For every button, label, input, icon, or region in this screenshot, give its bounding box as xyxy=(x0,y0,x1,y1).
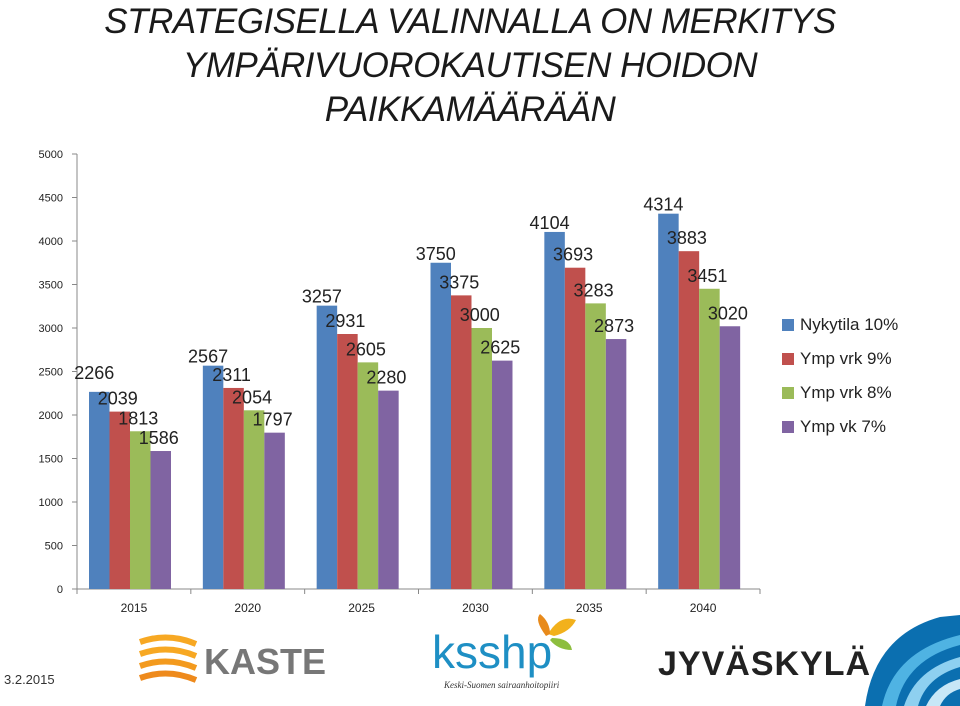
y-tick-label: 3000 xyxy=(39,323,63,335)
bar-2030-series-4 xyxy=(492,360,513,589)
bar-2015-series-1 xyxy=(89,391,110,589)
bar-2040-series-3 xyxy=(699,288,720,589)
bar-2025-series-1 xyxy=(316,305,338,589)
x-tick-label: 2020 xyxy=(234,601,261,615)
data-label: 2311 xyxy=(212,365,251,385)
x-tick-label: 2040 xyxy=(690,601,717,615)
bar-2025-series-2 xyxy=(337,334,358,589)
jyvaskyla-emblem-icon xyxy=(865,615,960,706)
data-label: 2873 xyxy=(594,316,634,336)
bar-2035-series-2 xyxy=(564,267,586,589)
slide-title: STRATEGISELLA VALINNALLA ON MERKITYS YMP… xyxy=(0,0,940,132)
bar-2015-series-2 xyxy=(109,411,130,589)
kaste-wave-icon xyxy=(138,634,198,683)
data-label: 2054 xyxy=(232,387,272,407)
y-tick-label: 2500 xyxy=(39,367,63,379)
ksshp-logo-subtitle: Keski-Suomen sairaanhoitopiiri xyxy=(443,680,560,690)
legend-swatch xyxy=(782,353,794,365)
bar-2020-series-2 xyxy=(223,387,244,589)
bar-2030-series-2 xyxy=(451,295,472,589)
bar-2020-series-3 xyxy=(243,410,265,589)
y-tick-label: 1000 xyxy=(39,497,63,509)
data-label: 3283 xyxy=(574,280,614,300)
x-tick-label: 2015 xyxy=(121,601,148,615)
title-line-3: PAIKKAMÄÄRÄÄN xyxy=(324,90,616,129)
bar-chart: 0 500 1000 1500 2000 2500 3000 3500 4000 4500 5000… xyxy=(39,149,899,615)
bar-2035-series-4 xyxy=(605,339,627,589)
data-label: 4104 xyxy=(530,213,570,233)
bar-2025-series-3 xyxy=(357,362,379,589)
data-label: 2567 xyxy=(188,347,228,367)
legend-label: Nykytila 10% xyxy=(800,315,898,334)
data-label: 3693 xyxy=(553,245,593,265)
bar-2030-series-1 xyxy=(430,262,451,589)
legend-label: Ymp vk 7% xyxy=(800,417,886,436)
bar-2040-series-1 xyxy=(658,213,679,589)
data-label: 2931 xyxy=(325,311,365,331)
y-tick-label: 500 xyxy=(45,541,63,553)
slide-date: 3.2.2015 xyxy=(4,672,55,687)
data-label: 3257 xyxy=(302,287,342,307)
bar-2030-series-3 xyxy=(471,328,492,589)
data-label: 1797 xyxy=(253,410,293,430)
legend-swatch xyxy=(782,319,794,331)
y-tick-label: 0 xyxy=(57,584,63,596)
y-tick-label: 2000 xyxy=(39,410,63,422)
data-label: 2266 xyxy=(74,363,114,383)
bar-2035-series-3 xyxy=(585,303,606,589)
bar-2020-series-1 xyxy=(202,365,224,589)
ksshp-logo-text: ksshp xyxy=(432,626,552,678)
x-tick-label: 2030 xyxy=(462,601,489,615)
bar-2015-series-3 xyxy=(130,431,151,589)
data-label: 1586 xyxy=(139,428,179,448)
kaste-logo-text: KASTE xyxy=(204,641,326,682)
data-label: 2625 xyxy=(480,338,520,358)
data-label: 3020 xyxy=(708,303,748,323)
bar-2015-series-4 xyxy=(150,451,171,589)
bar-2040-series-2 xyxy=(678,251,700,589)
legend-label: Ymp vrk 8% xyxy=(800,383,892,402)
jyvaskyla-logo-text: JYVÄSKYLÄ xyxy=(658,645,871,683)
title-line-1: STRATEGISELLA VALINNALLA ON MERKITYS xyxy=(104,2,836,41)
bar-2020-series-4 xyxy=(264,432,285,589)
data-label: 1813 xyxy=(118,408,158,428)
y-tick-label: 4000 xyxy=(39,236,63,248)
y-tick-label: 3500 xyxy=(39,280,63,292)
data-label: 2605 xyxy=(346,339,386,359)
data-label: 3750 xyxy=(416,244,456,264)
bar-2035-series-1 xyxy=(544,231,565,589)
legend-swatch xyxy=(782,387,794,399)
kaste-logo: KASTE xyxy=(138,634,326,683)
bar-2040-series-4 xyxy=(719,326,741,589)
bar-2025-series-4 xyxy=(378,390,399,589)
y-tick-label: 1500 xyxy=(39,454,63,466)
legend-label: Ymp vrk 9% xyxy=(800,349,892,368)
title-line-2: YMPÄRIVUOROKAUTISEN HOIDON xyxy=(182,46,758,85)
data-label: 3883 xyxy=(667,228,707,248)
jyvaskyla-logo: JYVÄSKYLÄ xyxy=(658,615,960,706)
ksshp-logo: ksshp Keski-Suomen sairaanhoitopiiri xyxy=(432,614,576,690)
data-label: 3000 xyxy=(460,305,500,325)
data-label: 2280 xyxy=(366,368,406,388)
x-tick-label: 2035 xyxy=(576,601,603,615)
legend-swatch xyxy=(782,421,794,433)
x-tick-label: 2025 xyxy=(348,601,375,615)
y-tick-label: 5000 xyxy=(39,149,63,161)
data-label: 2039 xyxy=(98,389,138,409)
data-label: 3451 xyxy=(687,266,727,286)
data-label: 4314 xyxy=(643,195,683,215)
y-tick-label: 4500 xyxy=(39,193,63,205)
butterfly-icon xyxy=(538,614,576,650)
data-label: 3375 xyxy=(439,272,479,292)
